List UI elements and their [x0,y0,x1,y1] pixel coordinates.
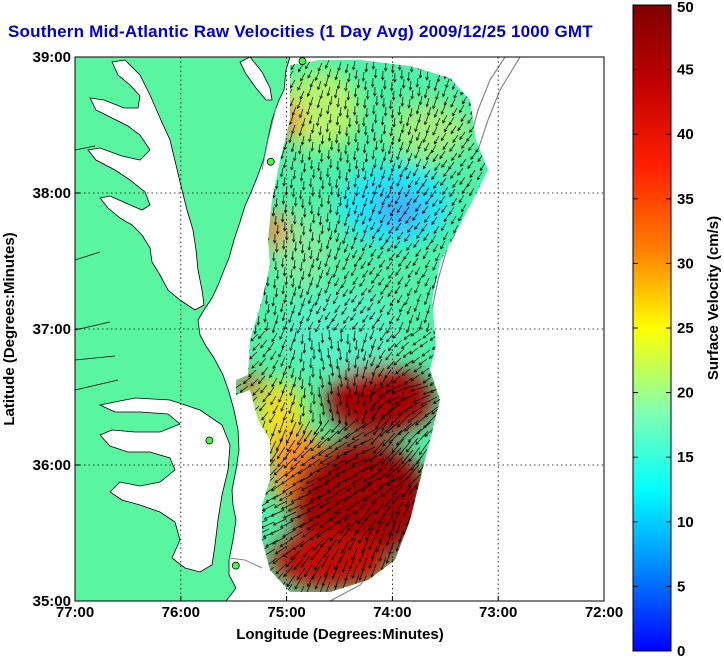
grid-lines [75,57,604,601]
colorbar-tick-label: 15 [677,449,694,466]
y-axis-label: Latitude (Degrees:Minutes) [1,232,18,425]
x-tick-label: 77:00 [56,604,94,621]
colorbar-tick-label: 45 [677,62,694,79]
y-tick-label: 38:00 [33,185,71,202]
river-inlets [75,145,119,391]
colorbar-tick-label: 40 [677,126,694,143]
barrier-islands [228,107,277,569]
x-axis-label: Longitude (Degrees:Minutes) [236,626,444,643]
x-tick-label: 72:00 [585,604,623,621]
colorbar-tick-label: 30 [677,255,694,272]
station-4 [231,561,240,570]
x-tick-label: 74:00 [373,604,411,621]
colorbar-tick-label: 20 [677,385,694,402]
colorbar-label: Surface Velocity (cm/s) [705,216,722,380]
y-tick-label: 35:00 [33,593,71,610]
colorbar-tick-label: 10 [677,514,694,531]
station-3 [205,436,214,445]
y-tick-label: 36:00 [33,457,71,474]
page-title: Southern Mid-Atlantic Raw Velocities (1 … [8,22,593,41]
y-tick-label: 39:00 [33,49,71,66]
land-mass [75,57,291,601]
colorbar-tick-label: 0 [677,643,685,659]
chesapeake-bay [87,59,205,311]
x-tick-label: 73:00 [479,604,517,621]
colorbar-tick-label: 35 [677,191,694,208]
colorbar [632,4,672,652]
x-tick-label: 76:00 [162,604,200,621]
y-tick-label: 37:00 [33,321,71,338]
delaware-bay [239,57,273,101]
station-2 [266,157,275,166]
pamlico-sound [98,397,231,573]
x-tick-label: 75:00 [267,604,305,621]
station-1 [298,57,307,65]
colorbar-tick-label: 5 [677,578,685,595]
colorbar-tick-label: 50 [677,0,694,16]
colorbar-tick-label: 25 [677,320,694,337]
